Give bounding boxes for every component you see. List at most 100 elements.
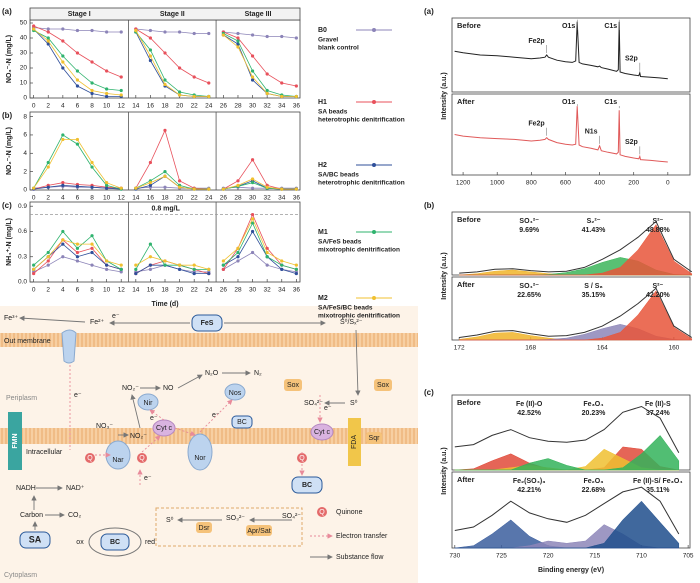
data-point [105,259,109,263]
data-point [250,229,255,234]
data-point [46,42,50,46]
diagram-label: S⁰/Sₓ²⁻ [340,318,363,326]
data-point [163,128,167,132]
x-tick-label: 36 [293,195,301,202]
data-point [46,27,50,31]
x-tick-label: 22 [191,103,199,110]
sqr [366,432,382,444]
component-name: Fe (II)-S [645,401,671,408]
data-point [280,34,284,39]
diagram-label: Intracellular [26,449,63,456]
data-point [192,271,196,276]
data-point [163,259,167,263]
stage-label: Stage III [245,11,272,18]
data-point [46,259,50,263]
component-share: 22.65% [517,292,542,299]
data-point [177,90,182,94]
data-point [148,58,153,63]
diagram-label: NO₃⁻ [96,423,113,430]
x-tick-label: 20 [176,103,184,110]
data-point [265,91,269,96]
data-point [163,51,167,55]
data-point [221,259,225,263]
data-point [90,28,94,33]
data-point [207,187,211,191]
subplot-label: Before [457,215,481,224]
series-line [135,175,209,190]
diagram-label: Q [299,455,305,462]
data-point [192,263,196,267]
data-point [46,250,50,255]
data-point [207,31,211,36]
y-tick-label: 0.0 [18,279,27,286]
data-point [148,267,153,271]
data-point [148,28,153,33]
x-tick-label: 6 [76,287,80,294]
data-point [207,81,211,85]
x-tick-label: 2 [46,287,50,294]
series-line [223,31,297,87]
component-name: SO₄²⁻ [519,283,539,290]
data-point [250,158,255,162]
data-point [177,66,182,70]
data-point [46,30,50,34]
electron-flows [69,365,333,539]
legend-description: heterotrophic denitrification [318,117,405,124]
diagram-label: S⁰ [350,399,358,407]
e-flow [141,435,161,453]
data-point [46,255,50,259]
legend-code: M1 [318,229,328,236]
data-point [119,88,123,93]
data-point [265,255,269,259]
data-point [75,142,80,146]
x-tick-label: 28 [234,195,242,202]
x-tick-label: 18 [161,195,169,202]
diagram-label: BC [302,482,312,489]
x-axis-label: Binding energy (eV) [538,567,604,574]
data-point [192,75,196,79]
quinone [85,453,95,463]
diagram-label: FDA [351,435,358,449]
diagram-label: SO₃²⁻ [226,515,245,522]
data-point [265,246,269,250]
data-point [119,186,123,190]
peak-label: C1s [604,23,617,30]
flow [19,315,86,323]
diagram-label: NAD⁺ [66,485,85,492]
fmn [8,412,22,470]
data-point [134,271,138,276]
data-point [294,187,298,191]
x-tick-label: 400 [594,180,605,187]
porin [61,329,77,364]
x-tick-label: 705 [683,553,694,560]
series-line [135,256,209,270]
component-share: 42.20% [646,292,671,299]
x-tick-label: 1000 [490,180,505,187]
y-tick-label: 2 [23,168,27,175]
substance-flows [19,315,361,560]
dsr [196,522,212,533]
x-tick-label: 24 [205,103,213,110]
x-tick-label: 18 [161,287,169,294]
diagram-label: Cyt c [156,425,172,432]
data-point [105,267,109,271]
data-point [134,186,138,190]
data-point [61,133,65,137]
x-tick-label: 12 [118,103,126,110]
y-tick-label: 0 [23,95,27,102]
bc-box [100,533,130,551]
diagram-label: FMN [12,433,19,448]
component-share: 42.52% [517,410,542,417]
data-point [236,31,240,36]
x-tick-label: 1200 [456,180,471,187]
data-point [90,250,94,255]
diagram-label: Q [87,455,93,462]
diagram-label: N₂ [254,370,262,377]
stage-label: Stage I [68,11,91,18]
x-tick-label: 0 [32,103,36,110]
data-point [280,94,284,99]
x-tick-label: 8 [90,103,94,110]
diagram-label: Fe³⁺ [4,315,19,322]
data-point [75,242,80,246]
component-name: Fe₂(SO₄)₃ [513,478,546,485]
